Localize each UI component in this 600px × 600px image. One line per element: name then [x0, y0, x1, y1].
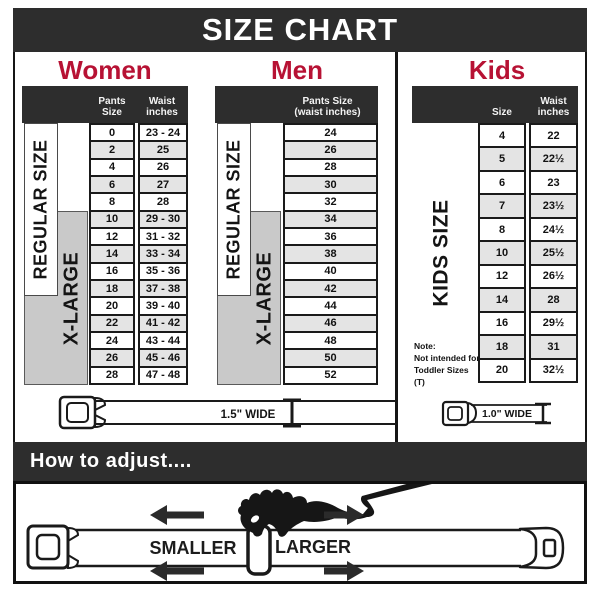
table-cell: 41 - 42 — [138, 313, 188, 333]
kids-note: Note: Not intended for Toddler Sizes (T) — [414, 341, 480, 387]
women-table-header-bar — [22, 86, 188, 123]
page-title: SIZE CHART — [202, 12, 398, 47]
measure-mark-icon — [535, 402, 551, 425]
women-heading: Women — [58, 54, 152, 85]
table-cell: 24½ — [529, 216, 578, 243]
table-cell: 28 — [529, 287, 578, 313]
chart-frame — [13, 52, 587, 442]
women-waist-column: 23 - 24 25 26 27 28 29 - 30 31 - 32 33 -… — [138, 123, 188, 385]
how-to-adjust-bar: How to adjust.... — [13, 442, 587, 481]
table-cell: 47 - 48 — [138, 365, 188, 385]
adult-belt-width-label: 1.5" WIDE — [221, 409, 276, 421]
table-cell: 33 - 34 — [138, 244, 188, 264]
table-cell: 12 — [478, 263, 526, 290]
kids-waist-column-header: Waist inches — [537, 95, 570, 118]
belt-tip — [518, 526, 565, 570]
arrow-left-icon — [150, 561, 204, 581]
hand-icon — [238, 484, 432, 537]
table-cell: 26½ — [529, 263, 578, 290]
arrow-right-icon — [324, 505, 364, 525]
table-cell: 22 — [89, 313, 135, 333]
table-cell: 43 - 44 — [138, 330, 188, 351]
table-cell: 28 — [89, 365, 135, 385]
table-cell: 28 — [138, 192, 188, 212]
table-cell: 6 — [478, 169, 526, 196]
women-regular-size-label: REGULAR SIZE — [24, 123, 58, 296]
table-cell: 31 — [529, 334, 578, 360]
belt-strap — [26, 524, 565, 576]
table-cell: 4 — [89, 157, 135, 177]
measure-mark-icon — [283, 398, 301, 428]
men-heading: Men — [271, 54, 323, 85]
smaller-label: SMALLER — [150, 538, 237, 558]
table-cell: 12 — [89, 226, 135, 247]
table-cell: 20 — [478, 357, 526, 383]
men-column-header: Pants Size (waist inches) — [294, 95, 361, 118]
table-cell: 29 - 30 — [138, 209, 188, 229]
table-cell: 23 — [529, 169, 578, 196]
table-cell: 52 — [283, 365, 378, 385]
table-cell: 31 - 32 — [138, 226, 188, 247]
table-cell: 32½ — [529, 357, 578, 383]
women-size-column-header: Pants Size — [98, 95, 126, 118]
table-cell: 5 — [478, 146, 526, 172]
larger-label: LARGER — [275, 537, 351, 557]
men-regular-size-label: REGULAR SIZE — [217, 123, 251, 296]
table-cell: 7 — [478, 193, 526, 219]
adjust-illustration-box: SMALLER LARGER — [13, 481, 587, 584]
women-xlarge-label: X-LARGE — [60, 251, 83, 345]
kids-heading: Kids — [468, 54, 526, 85]
kids-belt-width-label: 1.0" WIDE — [482, 408, 532, 420]
kids-belt-icon — [441, 400, 551, 427]
kids-table-header-bar — [412, 86, 578, 123]
table-cell: 23½ — [529, 193, 578, 219]
section-divider — [395, 52, 398, 442]
adult-belt-icon — [58, 395, 396, 430]
table-cell: 18 — [478, 334, 526, 360]
table-cell: 22 — [529, 123, 578, 149]
men-xlarge-label: X-LARGE — [253, 251, 276, 345]
men-waist-column: 24 26 28 30 32 34 36 38 40 42 44 46 48 5… — [283, 123, 378, 385]
table-cell: 25½ — [529, 240, 578, 266]
adjust-illustration: SMALLER LARGER — [26, 484, 565, 581]
kids-waist-column: 22 22½ 23 23½ 24½ 25½ 26½ 28 29½ 31 32½ — [529, 123, 578, 383]
arrow-left-icon — [150, 505, 204, 525]
men-table-header-bar — [215, 86, 378, 123]
table-cell: 16 — [478, 310, 526, 337]
table-cell: 48 — [283, 330, 378, 351]
table-cell: 37 - 38 — [138, 278, 188, 299]
arrow-right-icon — [324, 561, 364, 581]
kids-size-column: 4 5 6 7 8 10 12 14 16 18 20 — [478, 123, 526, 383]
table-cell: 4 — [478, 123, 526, 149]
table-cell: 22½ — [529, 146, 578, 172]
title-bar: SIZE CHART — [13, 8, 587, 52]
kids-size-label: KIDS SIZE — [430, 198, 453, 307]
women-pants-size-column: 0 2 4 6 8 10 12 14 16 18 20 22 24 26 28 — [89, 123, 135, 385]
table-cell: 14 — [478, 287, 526, 313]
table-cell: 26 — [283, 140, 378, 160]
table-cell: 29½ — [529, 310, 578, 337]
how-to-adjust-title: How to adjust.... — [30, 450, 192, 472]
women-waist-column-header: Waist inches — [146, 95, 178, 118]
table-cell: 8 — [478, 216, 526, 243]
belt-width-illustrations: 1.5" WIDE 1.0" WIDE — [58, 395, 551, 430]
table-cell: 10 — [478, 240, 526, 266]
kids-size-column-header: Size — [491, 106, 512, 118]
